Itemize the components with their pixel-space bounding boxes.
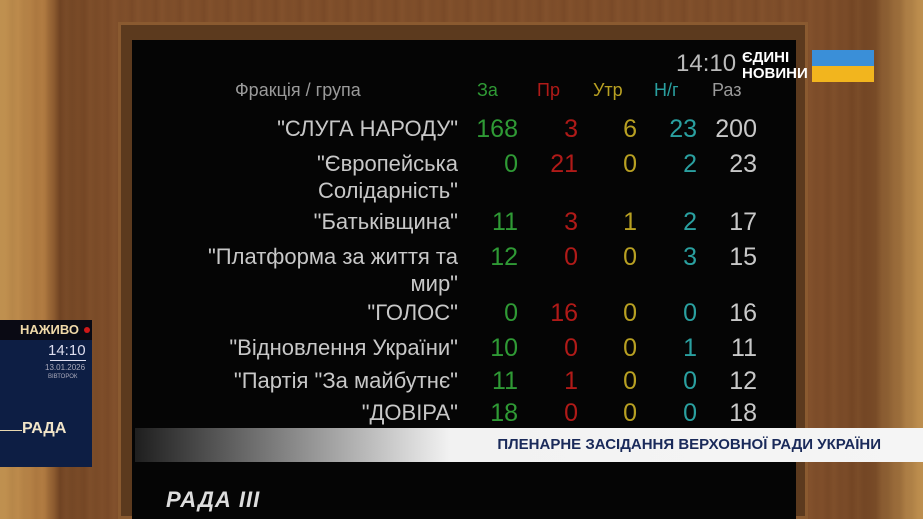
channel-logo-line1: ЄДИНІ: [742, 49, 790, 66]
vote-not-voting: 0: [683, 399, 697, 427]
rada-logo: РАДА III: [166, 487, 261, 512]
vote-abstain: 0: [623, 367, 637, 395]
faction-name: "ДОВІРА": [361, 400, 458, 425]
faction-name: "Європейська: [316, 151, 458, 176]
vote-for: 18: [490, 399, 518, 427]
vote-for: 12: [490, 243, 518, 271]
faction-name: "Батьківщина": [313, 209, 458, 234]
time: 14:10: [48, 342, 86, 359]
vote-abstain: 0: [623, 299, 637, 327]
vote-total: 200: [715, 115, 757, 143]
vote-abstain: 0: [623, 150, 637, 178]
faction-name-cont: мир": [410, 271, 458, 296]
vote-total: 18: [729, 399, 757, 427]
board-clock: 14:10: [676, 50, 737, 77]
live-label: НАЖИВО: [20, 322, 80, 337]
vote-total: 11: [731, 334, 757, 362]
ukraine-flag-icon: [812, 50, 874, 82]
header-faction: Фракція / група: [235, 80, 361, 100]
vote-for: 0: [504, 150, 518, 178]
vote-not-voting: 1: [683, 334, 697, 362]
vote-against: 0: [564, 334, 578, 362]
vote-against: 3: [564, 208, 578, 236]
date: 13.01.2026: [45, 363, 86, 372]
channel-logo-line2: НОВИНИ: [742, 65, 808, 82]
vote-abstain: 0: [623, 399, 637, 427]
live-badge: НАЖИВО: [0, 320, 92, 340]
vote-against: 0: [564, 399, 578, 427]
news-banner: ПЛЕНАРНЕ ЗАСІДАННЯ ВЕРХОВНОЇ РАДИ УКРАЇН…: [135, 428, 923, 462]
faction-name: "СЛУГА НАРОДУ": [277, 116, 458, 141]
vote-for: 168: [476, 115, 518, 143]
vote-total: 15: [729, 243, 757, 271]
faction-name: "Платформа за життя та: [207, 244, 458, 269]
vote-not-voting: 0: [683, 299, 697, 327]
vote-against: 1: [564, 367, 578, 395]
vote-total: 16: [729, 299, 757, 327]
header-abstain: Утр: [593, 80, 623, 100]
vote-abstain: 0: [623, 243, 637, 271]
vote-not-voting: 3: [683, 243, 697, 271]
vote-for: 0: [504, 299, 518, 327]
vote-not-voting: 23: [669, 115, 697, 143]
vote-not-voting: 0: [683, 367, 697, 395]
vote-against: 3: [564, 115, 578, 143]
vote-against: 16: [550, 299, 578, 327]
header-for: За: [477, 80, 498, 100]
header-not-voting: Н/г: [654, 80, 679, 100]
channel-logo: ЄДИНІ НОВИНИ: [742, 50, 808, 82]
header-against: Пр: [537, 80, 560, 100]
header-total: Раз: [712, 80, 742, 100]
vote-against: 0: [564, 243, 578, 271]
vote-abstain: 1: [623, 208, 637, 236]
vote-for: 11: [492, 208, 518, 236]
vote-not-voting: 2: [683, 150, 697, 178]
vote-not-voting: 2: [683, 208, 697, 236]
vote-for: 10: [490, 334, 518, 362]
live-panel: НАЖИВО 14:10 13.01.2026 ВІВТОРОК РАДА: [0, 320, 92, 467]
weekday: ВІВТОРОК: [48, 374, 78, 380]
faction-name: "Партія "За майбутнє": [233, 368, 458, 393]
vote-abstain: 6: [623, 115, 637, 143]
vote-for: 11: [492, 367, 518, 395]
faction-name: "Відновлення України": [229, 335, 458, 360]
channel-name: РАДА: [22, 420, 67, 437]
live-dot-icon: [84, 327, 90, 333]
vote-total: 12: [729, 367, 757, 395]
banner-text: ПЛЕНАРНЕ ЗАСІДАННЯ ВЕРХОВНОЇ РАДИ УКРАЇН…: [497, 436, 881, 453]
vote-abstain: 0: [623, 334, 637, 362]
faction-name: "ГОЛОС": [367, 300, 458, 325]
faction-name-cont: Солідарність": [317, 178, 458, 203]
vote-against: 21: [550, 150, 578, 178]
vote-total: 17: [729, 208, 757, 236]
vote-total: 23: [729, 150, 757, 178]
